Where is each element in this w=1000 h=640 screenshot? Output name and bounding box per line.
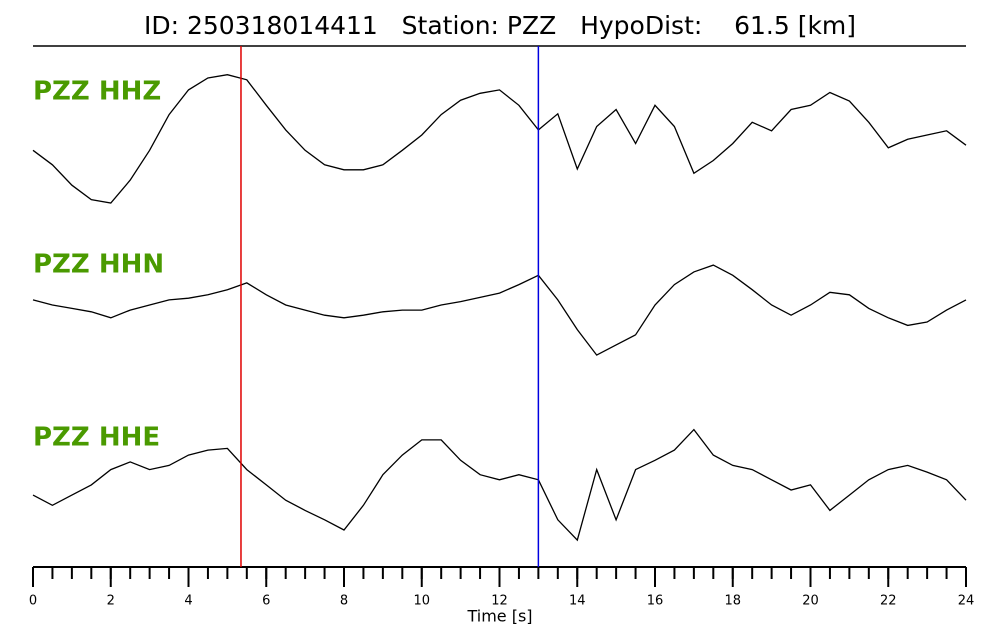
trace [32, 264, 967, 356]
trace-label: PZZ HHE [33, 423, 160, 453]
x-tick-label: 0 [29, 594, 37, 609]
x-tick-label: 18 [724, 594, 741, 609]
trace-label: PZZ HHZ [33, 77, 161, 107]
chart-title: ID: 250318014411 Station: PZZ HypoDist: … [144, 11, 856, 40]
x-tick-label: 14 [569, 594, 586, 609]
x-tick-label: 2 [107, 594, 115, 609]
x-tick-label: 6 [262, 594, 270, 609]
x-tick-label: 8 [340, 594, 348, 609]
x-tick-label: 20 [802, 594, 819, 609]
x-tick-label: 10 [413, 594, 430, 609]
trace-label: PZZ HHN [33, 250, 164, 280]
x-tick-label: 22 [880, 594, 897, 609]
x-tick-label: 12 [491, 594, 508, 609]
trace [32, 74, 967, 204]
trace [32, 428, 967, 542]
x-tick-label: 16 [647, 594, 664, 609]
x-tick-label: 24 [958, 594, 975, 609]
x-tick-label: 4 [184, 594, 192, 609]
x-axis-label: Time [s] [466, 607, 532, 626]
